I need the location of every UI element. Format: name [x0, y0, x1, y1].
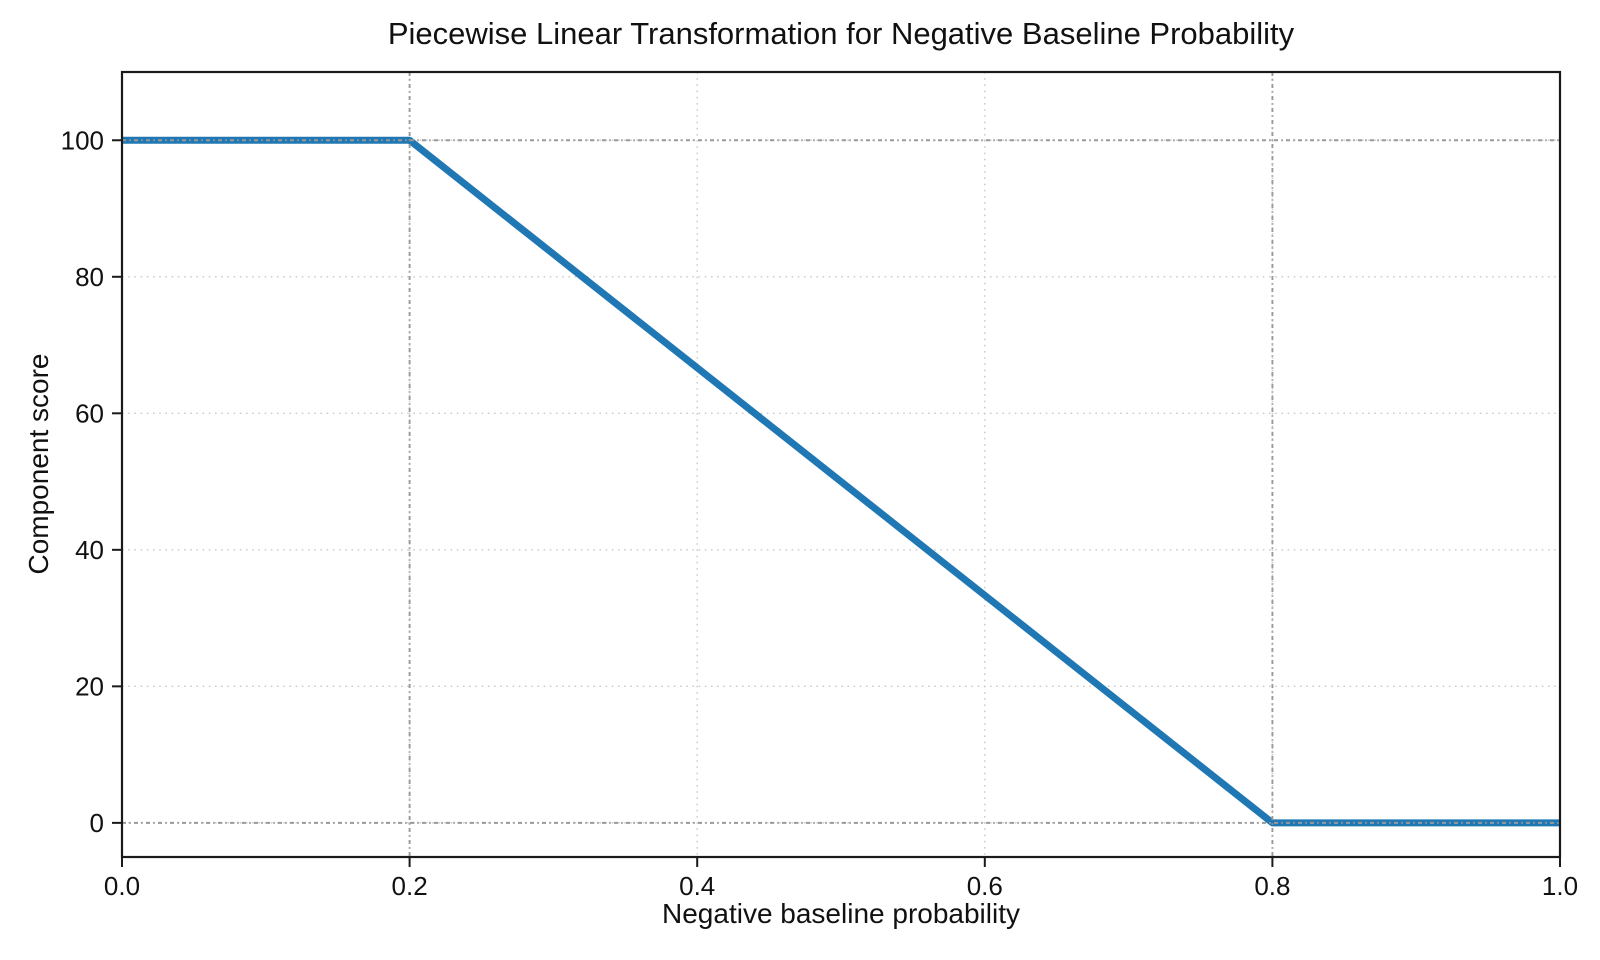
y-tick-label: 80 [75, 262, 104, 292]
x-tick-label: 0.8 [1254, 871, 1290, 901]
y-tick-label: 40 [75, 535, 104, 565]
x-tick-label: 0.6 [967, 871, 1003, 901]
x-tick-label: 0.2 [392, 871, 428, 901]
x-tick-label: 1.0 [1542, 871, 1578, 901]
data-line-component-score [122, 136, 1560, 827]
x-tick-label: 0.0 [104, 871, 140, 901]
x-axis-label: Negative baseline probability [662, 898, 1020, 929]
y-tick-label: 100 [61, 125, 104, 155]
chart-title: Piecewise Linear Transformation for Nega… [387, 16, 1295, 51]
y-tick-label: 60 [75, 398, 104, 428]
y-tick-label: 20 [75, 671, 104, 701]
x-tick-label: 0.4 [679, 871, 715, 901]
y-axis-label: Component score [23, 353, 54, 575]
axes-spines [120, 70, 1562, 859]
y-tick-label: 0 [90, 808, 104, 838]
